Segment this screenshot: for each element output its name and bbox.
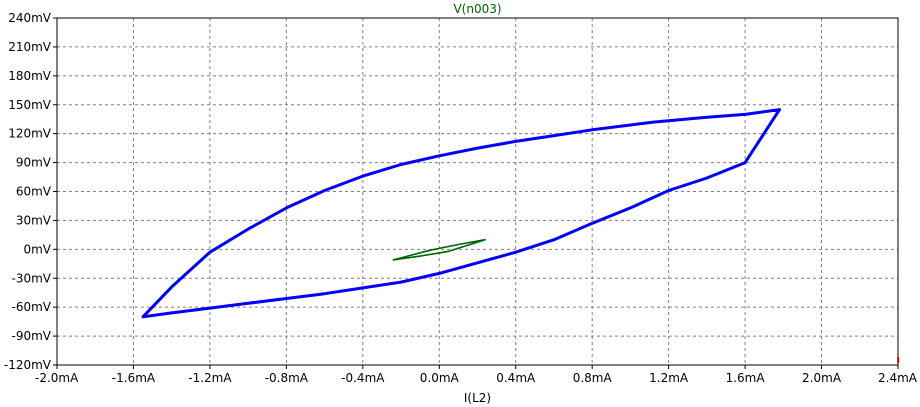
tick-marks — [53, 17, 899, 369]
y-tick-label: 0mV — [23, 242, 51, 256]
y-tick-label: 180mV — [8, 69, 52, 83]
x-tick-label: 2.0mA — [802, 371, 842, 385]
y-tick-label: -90mV — [12, 329, 52, 343]
x-tick-label: -0.4mA — [341, 371, 385, 385]
y-tick-labels: -120mV -90mV -60mV -30mV 0mV 30mV 60mV 90mV 120m… — [4, 11, 52, 372]
x-tick-label: 0.8mA — [573, 371, 613, 385]
x-tick-label: 1.6mA — [726, 371, 766, 385]
grid-lines — [57, 18, 898, 365]
x-tick-label: -1.2mA — [188, 371, 232, 385]
y-tick-label: 150mV — [8, 98, 52, 112]
y-tick-label: 120mV — [8, 127, 52, 141]
x-tick-label: -0.8mA — [265, 371, 309, 385]
inner-loop-line — [392, 238, 486, 261]
x-tick-label: -2.0mA — [35, 371, 79, 385]
y-tick-label: 60mV — [16, 185, 52, 199]
chart-title: V(n003) — [453, 2, 501, 16]
y-tick-label: -120mV — [4, 358, 52, 372]
x-tick-label: 0.4mA — [496, 371, 536, 385]
x-tick-label: -1.6mA — [112, 371, 156, 385]
x-tick-label: 2.4mA — [878, 371, 918, 385]
y-tick-label: 240mV — [8, 11, 52, 25]
y-tick-label: -60mV — [12, 300, 52, 314]
corner-marker — [897, 357, 899, 363]
x-tick-label: 1.2mA — [649, 371, 689, 385]
y-tick-label: -30mV — [12, 271, 52, 285]
x-tick-labels: -2.0mA -1.6mA -1.2mA -0.8mA -0.4mA 0.0mA 0.4mA… — [35, 371, 918, 385]
x-tick-label: 0.0mA — [420, 371, 460, 385]
x-axis-label: I(L2) — [464, 391, 491, 405]
y-tick-label: 30mV — [16, 213, 52, 227]
series-lines — [141, 108, 781, 319]
hysteresis-loop-line — [141, 108, 781, 319]
y-tick-label: 210mV — [8, 40, 52, 54]
y-tick-label: 90mV — [16, 156, 52, 170]
